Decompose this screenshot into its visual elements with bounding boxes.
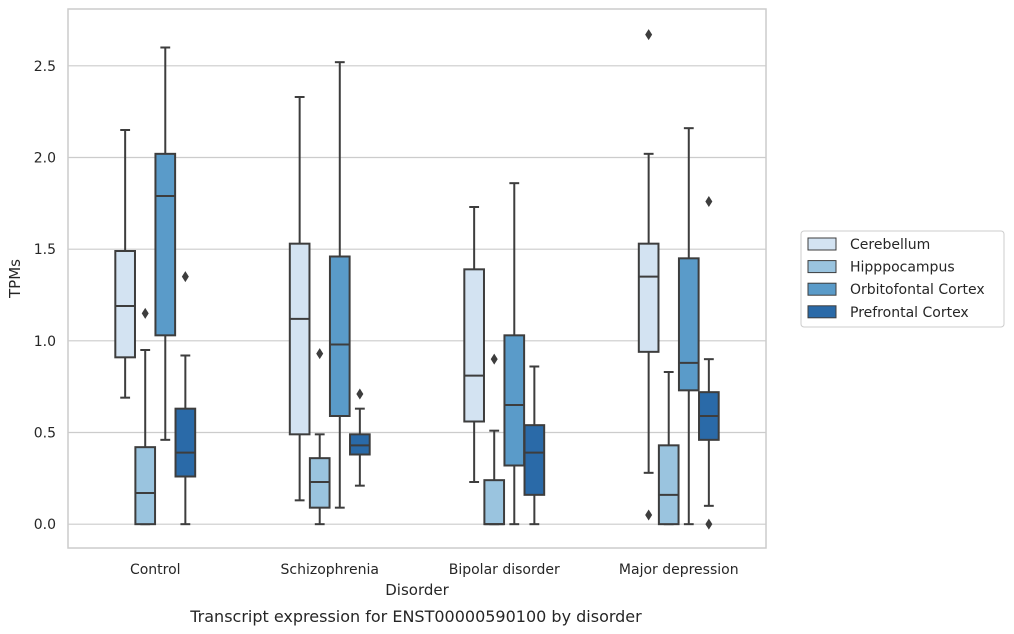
outlier-point bbox=[356, 388, 364, 400]
legend-frame bbox=[800, 230, 1005, 328]
box-orbitofontal-cortex bbox=[154, 46, 177, 441]
box bbox=[134, 446, 157, 526]
outlier-point bbox=[705, 518, 713, 530]
plot-frame bbox=[67, 8, 767, 549]
outlier-point bbox=[181, 271, 189, 283]
box-plots bbox=[114, 29, 720, 530]
legend-swatch bbox=[807, 305, 837, 319]
legend-label: Hipppocampus bbox=[850, 260, 955, 276]
outlier-point bbox=[490, 353, 498, 365]
box bbox=[463, 268, 485, 423]
y-tick-label: 2.5 bbox=[34, 59, 56, 75]
box-prefrontal-cortex bbox=[174, 271, 197, 526]
box bbox=[523, 424, 546, 496]
legend-swatch bbox=[807, 237, 837, 251]
outlier-point bbox=[645, 509, 653, 521]
outlier-point bbox=[645, 29, 653, 41]
x-tick-label: Control bbox=[130, 562, 181, 578]
box-prefrontal-cortex bbox=[523, 365, 546, 526]
box bbox=[677, 257, 700, 392]
box bbox=[483, 479, 506, 526]
x-tick-label: Bipolar disorder bbox=[449, 562, 560, 578]
x-tick-labels: Control Schizophrenia Bipolar disorder Majo… bbox=[130, 562, 739, 578]
x-axis-label: Disorder bbox=[385, 581, 449, 599]
box-cerebellum bbox=[463, 206, 485, 483]
box bbox=[288, 242, 311, 436]
y-tick-labels: 0.0 0.5 1.0 1.5 2.0 2.5 bbox=[34, 59, 56, 533]
chart-caption: Transcript expression for ENST0000059010… bbox=[189, 607, 642, 626]
box-cerebellum bbox=[114, 129, 136, 399]
box-hipppocampus bbox=[657, 371, 680, 526]
box bbox=[114, 250, 136, 359]
box-orbitofontal-cortex bbox=[328, 61, 351, 509]
x-tick-label: Schizophrenia bbox=[281, 562, 379, 578]
legend-swatch bbox=[807, 282, 837, 296]
y-axis-label: TPMs bbox=[6, 259, 24, 299]
box-prefrontal-cortex bbox=[349, 388, 371, 487]
box-cerebellum bbox=[288, 96, 311, 502]
y-tick-label: 1.0 bbox=[34, 334, 56, 350]
box-prefrontal-cortex bbox=[698, 196, 720, 530]
y-tick-label: 2.0 bbox=[34, 151, 56, 167]
y-tick-label: 1.5 bbox=[34, 242, 56, 258]
box-cerebellum bbox=[637, 29, 660, 521]
legend-label: Orbitofontal Cortex bbox=[850, 282, 985, 298]
box-orbitofontal-cortex bbox=[503, 182, 526, 526]
box-hipppocampus bbox=[308, 348, 331, 526]
box bbox=[503, 334, 526, 467]
legend-swatch bbox=[807, 260, 837, 274]
legend-label: Prefrontal Cortex bbox=[850, 305, 969, 321]
y-tick-label: 0.5 bbox=[34, 426, 56, 442]
box bbox=[657, 444, 680, 526]
y-tick-label: 0.0 bbox=[34, 517, 56, 533]
box bbox=[174, 407, 197, 478]
box-hipppocampus bbox=[483, 353, 506, 526]
x-tick-label: Major depression bbox=[619, 562, 739, 578]
legend-label: Cerebellum bbox=[850, 237, 930, 253]
outlier-point bbox=[705, 196, 713, 207]
box bbox=[154, 152, 177, 337]
box bbox=[328, 255, 351, 417]
box bbox=[637, 242, 660, 353]
legend: Cerebellum Hipppocampus Orbitofontal Corte… bbox=[800, 230, 1005, 328]
outlier-point bbox=[316, 348, 324, 360]
box-hipppocampus bbox=[134, 307, 157, 526]
outlier-point bbox=[141, 307, 149, 319]
box-orbitofontal-cortex bbox=[677, 127, 700, 526]
